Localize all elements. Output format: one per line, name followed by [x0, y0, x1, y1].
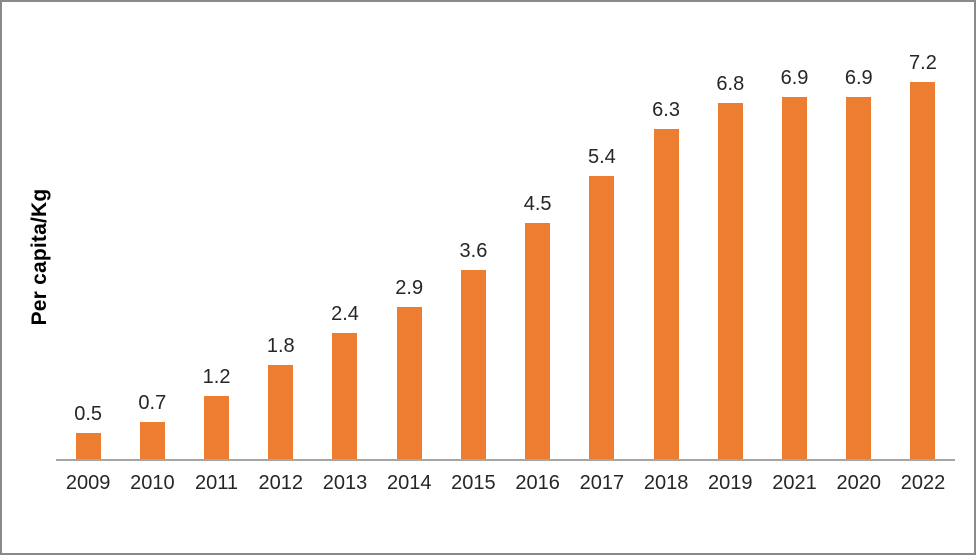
bar-slot: 1.2 [184, 2, 248, 459]
x-tick-label: 2010 [130, 472, 175, 494]
x-tick-label: 2017 [579, 472, 625, 494]
x-tick-label: 2011 [195, 472, 239, 494]
x-tick-label: 2015 [451, 472, 496, 494]
x-tick-label: 2021 [772, 472, 817, 494]
bar-value-label: 0.5 [74, 403, 103, 425]
bar-slot: 3.6 [441, 2, 505, 459]
x-axis-labels: 2009 2010 2011 2012 2013 2014 2015 2016 2017 2018… [56, 472, 955, 495]
bar-slot: 6.9 [762, 2, 826, 459]
bar-2015 [460, 270, 486, 459]
bar-slot: 6.9 [827, 2, 891, 459]
bar-value-label: 0.7 [138, 392, 167, 414]
x-tick-label: 2020 [836, 472, 881, 494]
x-tick-label: 2013 [322, 472, 368, 494]
bar-value-label: 2.4 [331, 303, 359, 325]
bar-2009 [75, 433, 101, 459]
x-tick-label: 2014 [386, 472, 432, 494]
bar-value-label: 3.6 [459, 240, 488, 262]
x-tick-label: 2012 [258, 472, 304, 494]
bar-value-label: 1.8 [266, 335, 295, 357]
bar-slot: 6.8 [698, 2, 762, 459]
bar-value-label: 6.3 [652, 99, 680, 121]
bar-value-label: 7.2 [909, 52, 937, 74]
bar-value-label: 6.9 [844, 67, 873, 89]
bar-slot: 4.5 [506, 2, 570, 459]
x-tick-label: 2009 [65, 472, 111, 494]
x-axis-line [56, 459, 955, 461]
bar-value-label: 5.4 [587, 146, 616, 168]
plot-area: 0.5 0.7 1.2 1.8 2.4 2.9 3.6 4.5 5.4 6.3 6.8 6.9 6.9 7… [56, 2, 955, 553]
bar-2021 [782, 97, 808, 459]
bar-value-label: 2.9 [395, 277, 424, 299]
x-tick-label: 2018 [643, 472, 689, 494]
bar-2010 [139, 422, 165, 459]
bar-value-label: 6.9 [780, 67, 809, 89]
bar-2016 [525, 223, 551, 459]
bar-slot: 0.7 [120, 2, 184, 459]
bar-2011 [204, 396, 230, 459]
bar-slot: 2.4 [313, 2, 377, 459]
bars-container: 0.5 0.7 1.2 1.8 2.4 2.9 3.6 4.5 5.4 6.3 6.8 6.9 6.9 7… [56, 2, 955, 459]
bar-slot: 6.3 [634, 2, 698, 459]
x-tick-label: 2019 [708, 472, 753, 494]
x-tick-label: 2022 [900, 472, 946, 494]
bar-2014 [396, 307, 422, 459]
bar-value-label: 4.5 [523, 193, 552, 215]
x-tick-label: 2016 [515, 472, 560, 494]
bar-2012 [268, 365, 294, 459]
bar-value-label: 6.8 [716, 73, 745, 95]
bar-slot: 5.4 [570, 2, 634, 459]
y-axis-title: Per capita/Kg [28, 188, 51, 326]
bar-2020 [846, 97, 872, 459]
bar-slot: 2.9 [377, 2, 441, 459]
bar-2022 [910, 82, 936, 459]
bar-2013 [332, 333, 358, 459]
bar-value-label: 1.2 [202, 366, 231, 388]
bar-slot: 7.2 [891, 2, 955, 459]
bar-2017 [589, 176, 615, 459]
bar-slot: 0.5 [56, 2, 120, 459]
bar-2019 [717, 103, 743, 459]
bar-2018 [653, 129, 679, 459]
bar-slot: 1.8 [249, 2, 313, 459]
